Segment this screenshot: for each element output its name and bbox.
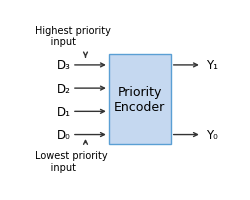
Text: D₀: D₀ (57, 128, 71, 141)
Text: Lowest priority
     input: Lowest priority input (35, 150, 108, 172)
Text: D₂: D₂ (57, 82, 71, 95)
Text: Y₀: Y₀ (206, 128, 218, 141)
FancyBboxPatch shape (109, 55, 171, 144)
Text: Priority
Encoder: Priority Encoder (114, 86, 166, 113)
Text: Highest priority
     input: Highest priority input (35, 26, 111, 47)
Text: Y₁: Y₁ (206, 59, 218, 72)
Text: D₃: D₃ (57, 59, 71, 72)
Text: D₁: D₁ (57, 105, 71, 118)
